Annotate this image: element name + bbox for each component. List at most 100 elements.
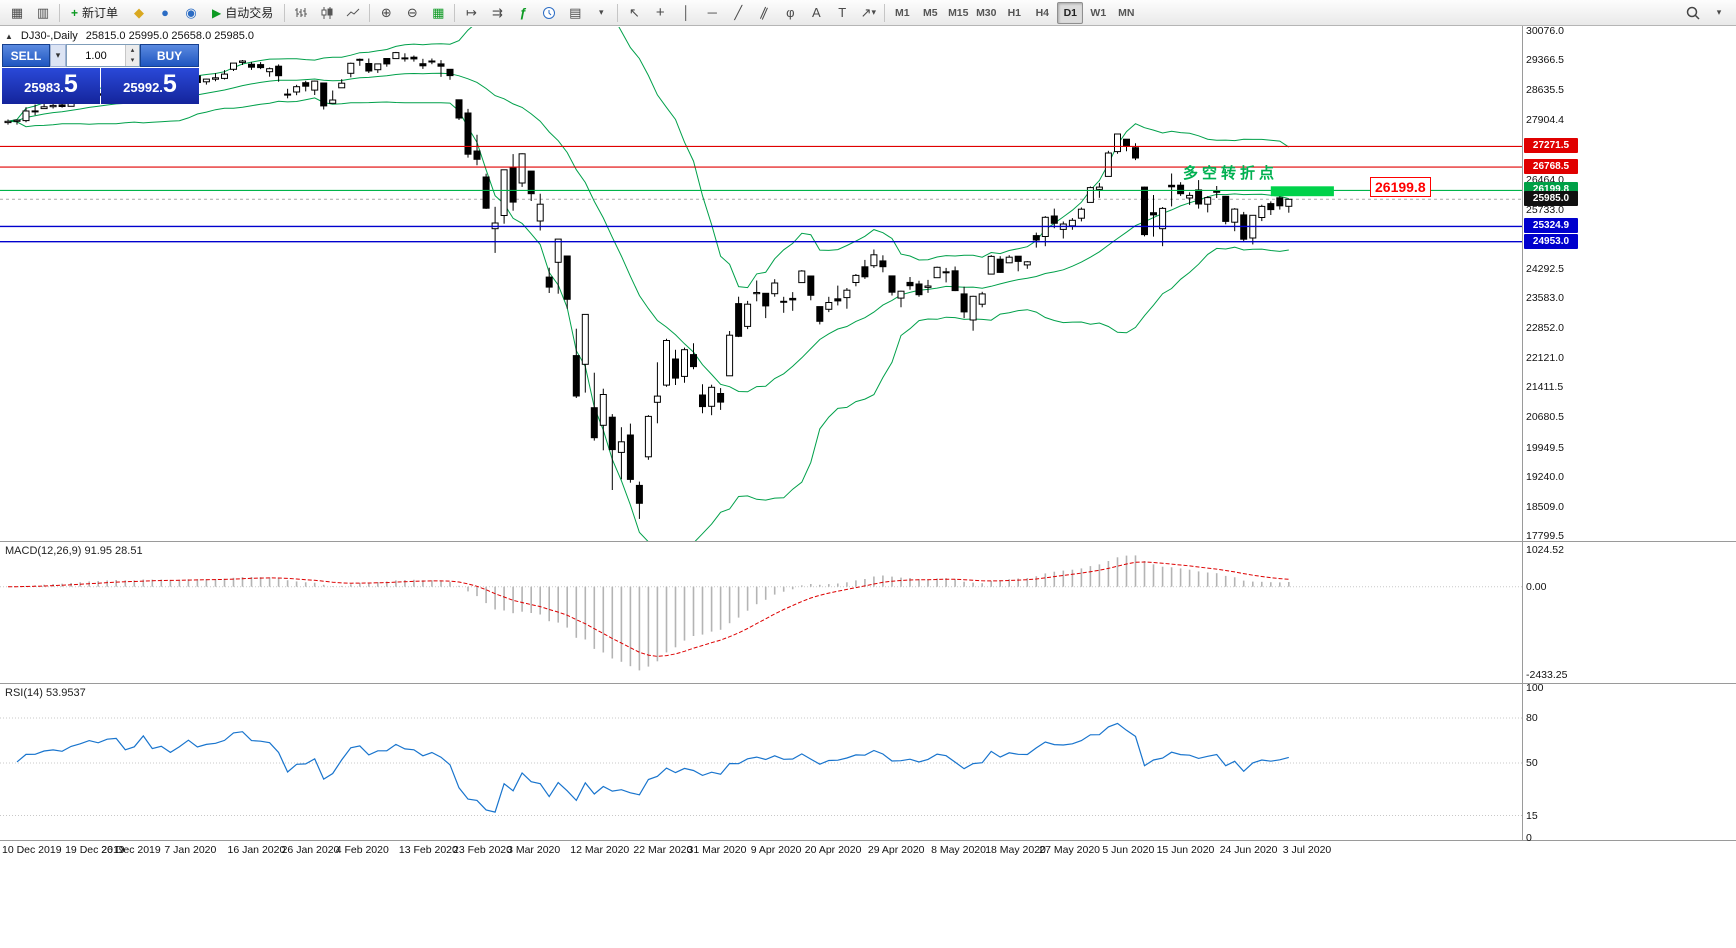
bar-chart-icon bbox=[295, 7, 308, 17]
timeframe-button-m30[interactable]: M30 bbox=[976, 6, 997, 19]
zoom-in-button[interactable]: ⊕ bbox=[374, 2, 398, 24]
navigator-icon: ◉ bbox=[185, 5, 197, 20]
sell-price-display[interactable]: 25983. 5 bbox=[2, 68, 100, 104]
main-price-panel[interactable] bbox=[0, 0, 1522, 550]
line-chart-type-button[interactable] bbox=[341, 2, 365, 24]
algo-trading-button[interactable]: ▶ 自动交易 bbox=[205, 2, 280, 24]
search-button[interactable] bbox=[1681, 2, 1705, 24]
chart-shift-button[interactable]: ⇉ bbox=[485, 2, 509, 24]
new-order-button[interactable]: + 新订单 bbox=[64, 2, 125, 24]
date-axis-label: 12 Mar 2020 bbox=[570, 844, 630, 856]
macd-axis-label: 1024.52 bbox=[1526, 543, 1564, 556]
price-level-badge: 27271.5 bbox=[1524, 138, 1578, 154]
horizontal-level-lines[interactable] bbox=[0, 145, 1522, 243]
one-click-panel-toggle[interactable]: ▲ bbox=[5, 31, 13, 41]
vertical-line-button[interactable]: │ bbox=[674, 2, 698, 24]
navigator-button[interactable]: ◉ bbox=[179, 2, 203, 24]
date-axis-label: 29 Apr 2020 bbox=[867, 844, 925, 856]
rsi-panel[interactable] bbox=[0, 717, 1522, 816]
date-axis-label: 23 Feb 2020 bbox=[453, 844, 512, 856]
volume-down-button[interactable]: ▾ bbox=[130, 57, 135, 65]
cursor-icon: ↖ bbox=[628, 5, 640, 20]
buy-button[interactable]: BUY bbox=[140, 44, 199, 67]
zoom-out-button[interactable]: ⊖ bbox=[400, 2, 424, 24]
timeframe-button-w1[interactable]: W1 bbox=[1090, 6, 1107, 19]
sell-price-big-digit: 5 bbox=[63, 70, 78, 98]
sell-button[interactable]: SELL bbox=[2, 44, 50, 67]
new-chart-button[interactable]: ▦ bbox=[5, 2, 29, 24]
search-icon bbox=[1686, 6, 1700, 20]
sell-price-small-digits: 25983. bbox=[24, 80, 64, 95]
volume-preset-dropdown[interactable]: ▾ bbox=[50, 44, 66, 67]
volume-input[interactable] bbox=[67, 45, 125, 66]
date-axis-label: 18 May 2020 bbox=[985, 844, 1046, 856]
play-icon: ▶ bbox=[212, 5, 222, 20]
templates-button[interactable]: ▤ bbox=[563, 2, 587, 24]
rsi-axis-label: 100 bbox=[1526, 682, 1544, 694]
vertical-line-icon: │ bbox=[682, 5, 691, 20]
auto-scroll-icon: ↦ bbox=[465, 5, 477, 20]
timeframe-button-m5[interactable]: M5 bbox=[922, 6, 938, 19]
trendline-button: ╱ bbox=[726, 2, 750, 24]
macd-panel[interactable] bbox=[0, 555, 1522, 671]
price-level-badge: 25324.9 bbox=[1524, 218, 1578, 234]
macd-axis-label: -2433.25 bbox=[1526, 669, 1568, 681]
crosshair-icon: + bbox=[655, 4, 665, 21]
data-window-button[interactable]: ● bbox=[153, 2, 177, 24]
timeframe-button-h1[interactable]: H1 bbox=[1007, 6, 1021, 19]
horizontal-line-icon: ─ bbox=[707, 5, 717, 20]
market-watch-button[interactable]: ◆ bbox=[127, 2, 151, 24]
chevron-down-icon: ▾ bbox=[55, 50, 61, 60]
bar-chart-type-button[interactable] bbox=[289, 2, 313, 24]
candle-chart-type-button[interactable] bbox=[315, 2, 339, 24]
new-order-label: 新订单 bbox=[82, 6, 119, 20]
date-axis-label: 26 Dec 2019 bbox=[101, 844, 161, 856]
indicators-button[interactable]: ƒ bbox=[511, 2, 535, 24]
date-axis-label: 3 Jul 2020 bbox=[1282, 844, 1332, 856]
buy-price-big-digit: 5 bbox=[162, 70, 177, 98]
timeframe-button-h4[interactable]: H4 bbox=[1035, 6, 1049, 19]
tile-windows-button[interactable]: ▦ bbox=[426, 2, 450, 24]
text-button[interactable]: A bbox=[804, 2, 828, 24]
cursor-button[interactable]: ↖ bbox=[622, 2, 646, 24]
rsi-axis-label: 80 bbox=[1526, 712, 1538, 724]
timeframe-button-mn[interactable]: MN bbox=[1118, 6, 1135, 19]
toolbar-separator bbox=[59, 3, 60, 22]
price-level-badge: 25985.0 bbox=[1524, 191, 1578, 207]
date-axis-label: 7 Jan 2020 bbox=[164, 844, 217, 856]
templates-dropdown[interactable]: ▾ bbox=[589, 2, 613, 24]
timeframe-button-d1[interactable]: D1 bbox=[1057, 1, 1084, 24]
ohlc-values: 25815.0 25995.0 25658.0 25985.0 bbox=[85, 30, 254, 42]
candles-layer[interactable] bbox=[4, 51, 1293, 519]
bollinger-bands bbox=[7, 27, 1290, 541]
crosshair-button[interactable]: + bbox=[648, 2, 672, 24]
volume-up-button[interactable]: ▴ bbox=[130, 46, 135, 54]
highlight-rectangle[interactable] bbox=[1270, 186, 1334, 197]
panel-toggle-button[interactable]: ▾ bbox=[1707, 2, 1731, 24]
text-label-button[interactable]: T bbox=[830, 2, 854, 24]
date-axis-label: 16 Jan 2020 bbox=[227, 844, 286, 856]
fibonacci-button[interactable]: φ bbox=[778, 2, 802, 24]
price-axis-label: 28635.5 bbox=[1526, 84, 1564, 97]
price-axis-label: 25733.0 bbox=[1526, 203, 1564, 216]
periods-button[interactable] bbox=[537, 2, 561, 24]
date-axis-label: 20 Apr 2020 bbox=[804, 844, 862, 856]
date-axis-label: 10 Dec 2019 bbox=[2, 844, 62, 856]
buy-price-display[interactable]: 25992. 5 bbox=[101, 68, 199, 104]
date-axis-label: 24 Jun 2020 bbox=[1219, 844, 1278, 856]
horizontal-line-button[interactable]: ─ bbox=[700, 2, 724, 24]
market-watch-icon: ◆ bbox=[134, 5, 145, 20]
price-level-badge: 24953.0 bbox=[1524, 233, 1578, 249]
profiles-button[interactable]: ▥ bbox=[31, 2, 55, 24]
shapes-button[interactable]: ↗ ▾ bbox=[856, 2, 880, 24]
rsi-indicator-label: RSI(14) 53.9537 bbox=[5, 687, 86, 699]
timeframe-button-m15[interactable]: M15 bbox=[948, 6, 969, 19]
turning-point-annotation[interactable]: 多空转折点 bbox=[1183, 165, 1279, 182]
auto-scroll-button[interactable]: ↦ bbox=[459, 2, 483, 24]
channel-button[interactable]: ∥ bbox=[752, 2, 776, 24]
timeframe-button-m1[interactable]: M1 bbox=[894, 6, 910, 19]
price-tag-annotation[interactable]: 26199.8 bbox=[1370, 177, 1431, 197]
price-axis-label: 19949.5 bbox=[1526, 441, 1564, 454]
price-axis-label: 30076.0 bbox=[1526, 25, 1564, 37]
